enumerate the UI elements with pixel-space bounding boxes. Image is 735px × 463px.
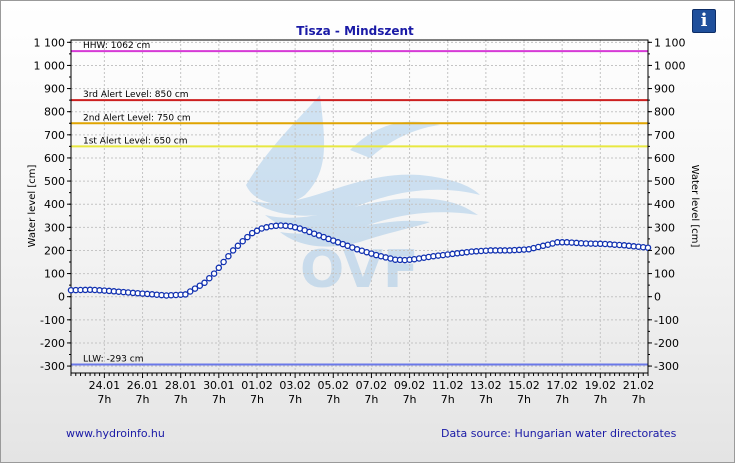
y-tick-label-left: 200 [44, 244, 65, 257]
chart-title: Tisza - Mindszent [296, 24, 414, 38]
y-tick-label-left: 800 [44, 106, 65, 119]
reference-line-label: HHW: 1062 cm [83, 41, 150, 51]
website-link[interactable]: www.hydroinfo.hu [66, 427, 165, 440]
y-tick-label-right: 1 100 [654, 36, 686, 49]
data-point [644, 244, 652, 251]
data-source-text: Data source: Hungarian water directorate… [441, 427, 677, 440]
y-tick-label-right: 700 [654, 129, 675, 142]
data-point [201, 279, 208, 287]
x-tick-time-label: 7h [479, 393, 493, 406]
x-tick-date-label: 03.02 [279, 379, 311, 392]
data-point [191, 285, 199, 292]
x-tick-time-label: 7h [250, 393, 264, 406]
x-tick-date-label: 21.02 [623, 379, 655, 392]
y-tick-label-right: 100 [654, 268, 675, 281]
data-point [215, 264, 223, 272]
x-tick-date-label: 07.02 [356, 379, 388, 392]
y-tick-label-right: 1 000 [654, 59, 686, 72]
x-tick-time-label: 7h [403, 393, 417, 406]
data-point [225, 252, 232, 260]
reference-lines: HHW: 1062 cm 3rd Alert Level: 850 cm 2nd A… [71, 41, 648, 366]
x-tick-date-label: 28.01 [165, 379, 197, 392]
x-tick-date-label: 01.02 [241, 379, 273, 392]
series-layer [67, 222, 652, 299]
data-point [234, 242, 242, 250]
reference-line-label: 3rd Alert Level: 850 cm [83, 90, 189, 100]
x-tick-time-label: 7h [136, 393, 150, 406]
ovf-logo-watermark: OVF [246, 95, 480, 300]
x-tick-time-label: 7h [97, 393, 111, 406]
x-axis: 24.017h26.017h28.017h30.017h01.027h03.02… [70, 373, 655, 406]
y-tick-label-right: 500 [654, 175, 675, 188]
y-tick-label-left: 500 [44, 175, 65, 188]
x-tick-date-label: 11.02 [432, 379, 464, 392]
x-tick-time-label: 7h [288, 393, 302, 406]
data-point [210, 270, 218, 277]
x-tick-date-label: 19.02 [585, 379, 617, 392]
x-tick-date-label: 26.01 [127, 379, 159, 392]
y-tick-label-right: 300 [654, 221, 675, 234]
data-point [182, 291, 189, 298]
x-tick-time-label: 7h [631, 393, 645, 406]
data-point [239, 237, 246, 245]
y-tick-label-right: -100 [654, 314, 679, 327]
x-tick-time-label: 7h [326, 393, 340, 406]
x-tick-time-label: 7h [364, 393, 378, 406]
x-tick-date-label: 24.01 [89, 379, 121, 392]
data-point [186, 288, 194, 295]
y-tick-label-right: 200 [654, 244, 675, 257]
left-y-axis: -300 -200 -100 0 100 200 300 400 500 600 700 800 900… [34, 36, 71, 373]
data-point [229, 247, 237, 254]
y-tick-label-right: 400 [654, 198, 675, 211]
x-tick-time-label: 7h [212, 393, 226, 406]
chart-grid [71, 40, 648, 373]
y-tick-label-right: 600 [654, 152, 675, 165]
x-tick-time-label: 7h [593, 393, 607, 406]
right-y-axis: -300 -200 -100 0 100 200 300 400 500 600 700 800 900… [648, 36, 686, 373]
y-tick-label-left: -200 [40, 337, 65, 350]
y-axis-title-right: Water level [cm] [689, 165, 700, 248]
y-tick-label-left: -300 [40, 360, 65, 373]
reference-line-label: 2nd Alert Level: 750 cm [83, 113, 191, 123]
data-point [244, 233, 251, 241]
y-tick-label-left: 1 100 [34, 36, 66, 49]
x-tick-date-label: 09.02 [394, 379, 426, 392]
x-tick-date-label: 15.02 [508, 379, 540, 392]
plot-area [70, 39, 649, 374]
y-tick-label-right: 900 [654, 83, 675, 96]
y-tick-label-left: 100 [44, 268, 65, 281]
y-tick-label-left: 300 [44, 221, 65, 234]
data-point [206, 274, 213, 282]
y-tick-label-left: -100 [40, 314, 65, 327]
y-tick-label-left: 900 [44, 83, 65, 96]
x-tick-date-label: 30.01 [203, 379, 235, 392]
x-tick-time-label: 7h [174, 393, 188, 406]
x-tick-time-label: 7h [517, 393, 531, 406]
y-tick-label-left: 700 [44, 129, 65, 142]
y-tick-label-left: 1 000 [34, 59, 66, 72]
x-tick-date-label: 13.02 [470, 379, 502, 392]
y-tick-label-left: 0 [58, 291, 65, 304]
y-tick-label-right: -300 [654, 360, 679, 373]
x-tick-time-label: 7h [555, 393, 569, 406]
x-tick-date-label: 17.02 [546, 379, 578, 392]
y-tick-label-left: 400 [44, 198, 65, 211]
y-tick-label-right: -200 [654, 337, 679, 350]
data-point [220, 258, 227, 266]
y-axis-title-left: Water level [cm] [27, 165, 38, 248]
x-tick-time-label: 7h [441, 393, 455, 406]
reference-line-label: 1st Alert Level: 650 cm [83, 136, 188, 146]
y-tick-label-right: 0 [654, 291, 661, 304]
y-tick-label-right: 800 [654, 106, 675, 119]
y-tick-label-left: 600 [44, 152, 65, 165]
info-icon[interactable]: i [692, 9, 716, 33]
data-point [196, 282, 204, 289]
x-tick-date-label: 05.02 [318, 379, 350, 392]
reference-line-label: LLW: -293 cm [83, 354, 143, 364]
